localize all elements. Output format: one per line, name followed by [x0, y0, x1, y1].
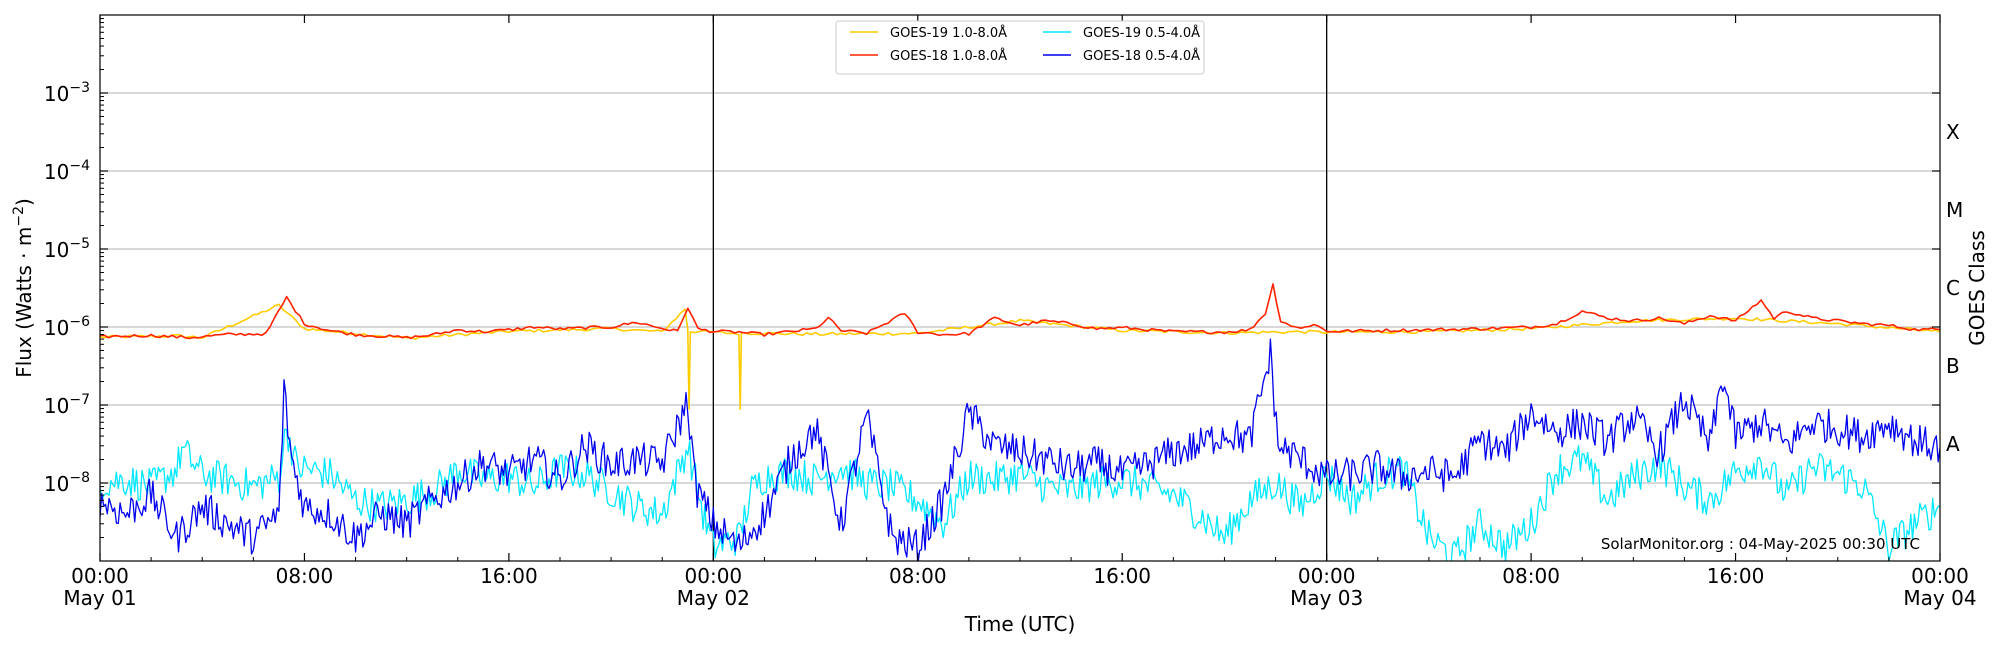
x-tick-time: 00:00 [71, 564, 129, 588]
x-tick-time: 08:00 [1502, 564, 1560, 588]
legend: GOES-19 1.0-8.0Å GOES-18 1.0-8.0Å GOES-19 … [835, 20, 1205, 75]
y-tick-base: 10 [44, 160, 69, 184]
y-axis-label-sup: −2 [11, 206, 27, 227]
x-tick-time: 08:00 [889, 564, 947, 588]
goes-class-label: X [1946, 120, 1960, 144]
goes-class-label: A [1946, 432, 1960, 456]
x-axis-label: Time (UTC) [964, 612, 1076, 636]
legend-label: GOES-19 0.5-4.0Å [1083, 25, 1200, 41]
series-line [100, 338, 1940, 561]
x-tick-date: May 02 [677, 586, 750, 610]
x-tick-time: 16:00 [1093, 564, 1151, 588]
goes-class-labels: X M C B A [1946, 120, 1963, 456]
series-line [100, 283, 1940, 340]
x-tick-time: 16:00 [1707, 564, 1765, 588]
y-tick-exponent: −7 [69, 392, 90, 408]
x-tick-time: 16:00 [480, 564, 538, 588]
y-tick-label: 10−3 [44, 80, 90, 106]
goes-class-label: B [1946, 354, 1960, 378]
y-tick-base: 10 [44, 238, 69, 262]
y-tick-exponent: −6 [69, 314, 90, 330]
y-tick-label: 10−8 [44, 470, 90, 496]
x-tick-date: May 01 [63, 586, 136, 610]
y-tick-exponent: −3 [69, 80, 90, 96]
goes-class-axis-label: GOES Class [1965, 230, 1989, 346]
series-line [100, 428, 1940, 561]
goes-class-label: C [1946, 276, 1960, 300]
y-tick-label: 10−4 [44, 158, 90, 184]
y-axis-label: Flux (Watts · m−2) [11, 198, 36, 378]
goes-class-label: M [1946, 198, 1963, 222]
axis-ticks [99, 15, 1941, 561]
x-tick-date: May 04 [1903, 586, 1976, 610]
x-tick-time: 00:00 [1911, 564, 1969, 588]
y-tick-labels: 10−810−710−610−510−410−3 [44, 80, 90, 496]
source-annotation: SolarMonitor.org : 04-May-2025 00:30 UTC [1601, 535, 1920, 553]
y-tick-base: 10 [44, 394, 69, 418]
y-tick-base: 10 [44, 82, 69, 106]
grid-lines [100, 92, 1940, 484]
y-tick-label: 10−6 [44, 314, 90, 340]
y-tick-label: 10−7 [44, 392, 90, 418]
y-tick-exponent: −5 [69, 236, 90, 252]
legend-label: GOES-18 1.0-8.0Å [890, 48, 1007, 64]
y-tick-exponent: −4 [69, 158, 90, 174]
legend-label: GOES-18 0.5-4.0Å [1083, 48, 1200, 64]
y-tick-exponent: −8 [69, 470, 90, 486]
x-tick-time: 08:00 [276, 564, 334, 588]
y-tick-base: 10 [44, 316, 69, 340]
x-tick-time: 00:00 [1298, 564, 1356, 588]
series-lines [100, 283, 1940, 561]
legend-label: GOES-19 1.0-8.0Å [890, 25, 1007, 41]
y-tick-label: 10−5 [44, 236, 90, 262]
x-tick-time: 00:00 [685, 564, 743, 588]
day-boundary-lines [712, 15, 1328, 561]
x-tick-date: May 03 [1290, 586, 1363, 610]
legend-box [835, 20, 1205, 75]
y-tick-base: 10 [44, 472, 69, 496]
y-axis-label-close: ) [12, 198, 36, 206]
y-axis-label-main: Flux (Watts · m [12, 227, 36, 378]
plot-area [100, 15, 1940, 561]
